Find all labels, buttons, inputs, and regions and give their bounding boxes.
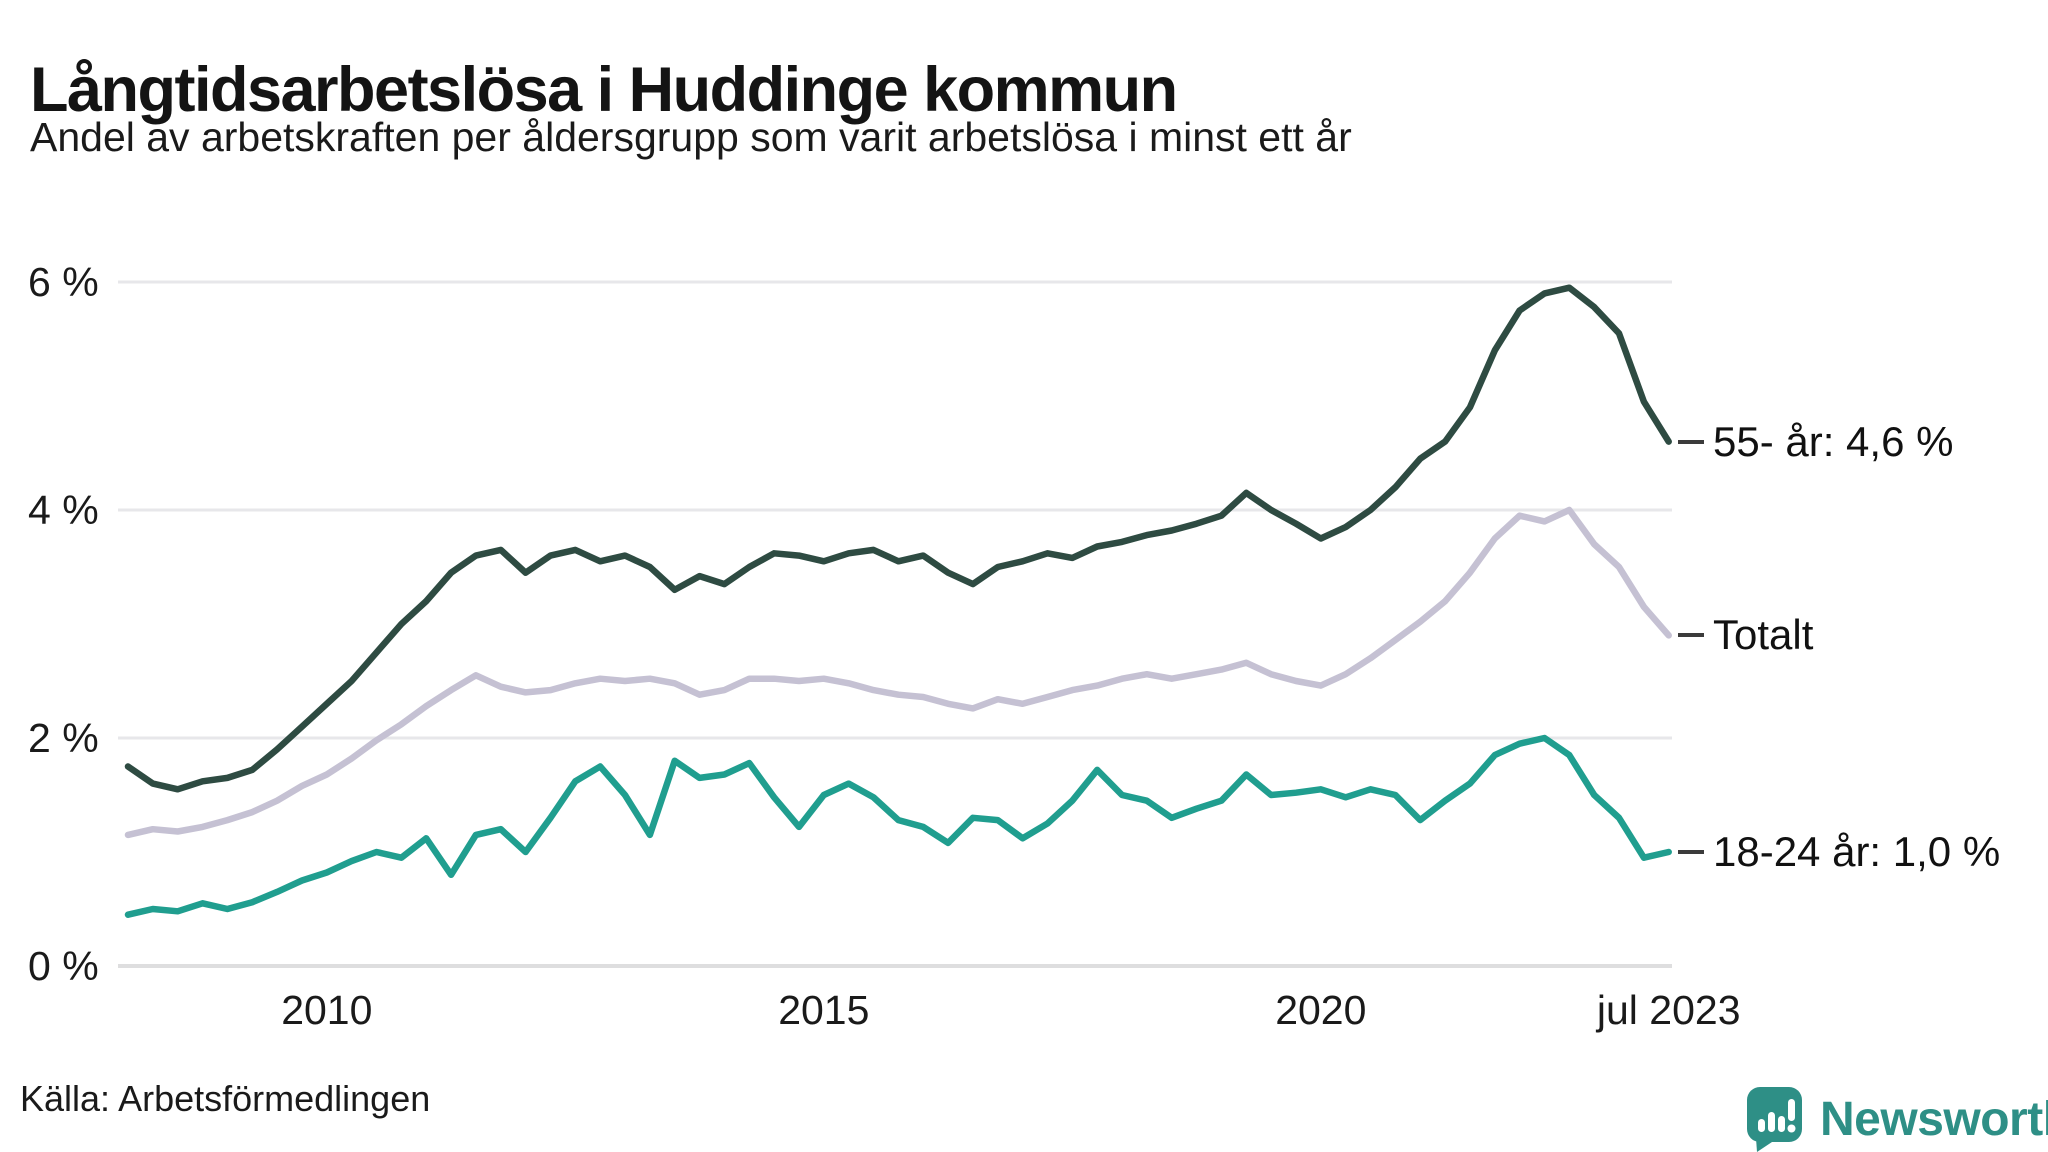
end-label-text: 55- år: 4,6 % — [1713, 417, 1954, 465]
x-tick-2020: 2020 — [1275, 987, 1366, 1033]
y-tick-0: 0 % — [28, 943, 99, 989]
gridlines — [118, 280, 1672, 968]
series-line-55-r — [124, 284, 1672, 793]
source-note: Källa: Arbetsförmedlingen — [20, 1078, 431, 1119]
y-tick-6: 6 % — [28, 259, 99, 305]
chart-subtitle: Andel av arbetskraften per åldersgrupp s… — [30, 114, 1352, 160]
x-tick-2015: 2015 — [778, 987, 869, 1033]
speech-bubble-bar-chart-icon — [1747, 1087, 1802, 1152]
y-tick-2: 2 % — [28, 715, 99, 761]
end-label-dash — [1678, 633, 1704, 638]
end-label-totalt: Totalt — [1678, 611, 1813, 659]
end-label-dash — [1678, 850, 1704, 854]
newsworthy-logo: Newsworthy — [1744, 1084, 2048, 1152]
end-label-text: Totalt — [1713, 611, 1814, 659]
y-axis-tick-labels: 6 % 4 % 2 % 0 % — [28, 259, 99, 989]
x-tick-jul-2023: jul 2023 — [1596, 987, 1741, 1033]
end-label-dash — [1678, 439, 1704, 444]
end-label-55-r: 55- år: 4,6 % — [1678, 418, 1953, 466]
data-series-lines — [124, 284, 1672, 918]
end-label-18-24-r: 18-24 år: 1,0 % — [1678, 828, 2000, 876]
newsworthy-wordmark: Newsworthy — [1820, 1093, 2048, 1146]
series-line-18-24-r — [124, 734, 1672, 918]
end-label-text: 18-24 år: 1,0 % — [1713, 828, 2001, 875]
series-line-totalt — [124, 506, 1672, 839]
page-title: Långtidsarbetslösa i Huddinge kommun — [30, 55, 1178, 126]
y-tick-4: 4 % — [28, 487, 99, 533]
x-tick-2010: 2010 — [281, 987, 372, 1033]
x-axis-tick-labels: 2010 2015 2020 jul 2023 — [281, 987, 1740, 1033]
